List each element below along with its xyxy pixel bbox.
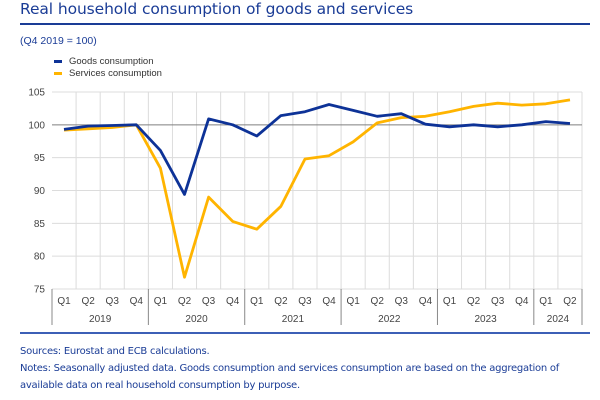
notes-text-line2: available data on real household consump…	[20, 380, 300, 391]
x-tick-label: Q2	[178, 296, 192, 307]
title-divider	[20, 23, 590, 25]
x-tick-label: Q2	[563, 296, 577, 307]
x-tick-label: Q4	[130, 296, 144, 307]
x-tick-label: Q1	[154, 296, 168, 307]
y-tick-label: 90	[34, 186, 46, 197]
x-tick-label: Q3	[491, 296, 505, 307]
y-tick-label: 105	[28, 88, 45, 99]
line-chart: 75 80 85 90 95 100 105 Q1 Q2 Q3 Q4 Q1 Q2 Q3 Q4 Q1 Q2 Q3 Q4…	[28, 88, 583, 325]
x-tick-label: Q2	[81, 296, 95, 307]
goods-consumption-line	[63, 103, 571, 196]
x-tick-label: Q3	[298, 296, 312, 307]
sources-text: Sources: Eurostat and ECB calculations.	[20, 346, 210, 357]
x-tick-label: Q1	[443, 296, 457, 307]
x-tick-label: Q4	[515, 296, 529, 307]
x-tick-label: Q2	[371, 296, 385, 307]
legend-item-goods: Goods consumption	[54, 55, 162, 67]
services-consumption-line	[63, 98, 571, 279]
x-tick-label: Q3	[106, 296, 120, 307]
legend-label-goods: Goods consumption	[69, 55, 154, 67]
y-tick-label: 80	[34, 252, 46, 263]
x-tick-label: Q2	[274, 296, 288, 307]
x-tick-label: Q2	[467, 296, 481, 307]
legend: Goods consumption Services consumption	[54, 55, 162, 79]
x-tick-label: Q1	[250, 296, 264, 307]
legend-label-services: Services consumption	[69, 67, 162, 79]
x-tick-label: Q4	[419, 296, 433, 307]
legend-swatch-goods	[54, 59, 62, 63]
chart-title: Real household consumption of goods and …	[20, 0, 414, 18]
x-tick-label: Q1	[57, 296, 71, 307]
footer-divider	[20, 332, 590, 334]
y-tick-label: 100	[28, 120, 45, 131]
x-tick-label: Q4	[322, 296, 336, 307]
x-year-label: 2023	[475, 314, 498, 325]
x-year-label: 2019	[89, 314, 112, 325]
x-year-label: 2020	[185, 314, 208, 325]
x-tick-label: Q1	[539, 296, 553, 307]
x-year-label: 2024	[547, 314, 570, 325]
legend-swatch-services	[54, 71, 62, 75]
y-tick-label: 85	[34, 219, 46, 230]
x-year-label: 2022	[378, 314, 401, 325]
legend-item-services: Services consumption	[54, 67, 162, 79]
x-tick-label: Q3	[202, 296, 216, 307]
x-tick-label: Q4	[226, 296, 240, 307]
chart-notes: Sources: Eurostat and ECB calculations. …	[20, 343, 590, 394]
y-tick-label: 75	[34, 285, 46, 296]
x-tick-label: Q3	[395, 296, 409, 307]
y-tick-label: 95	[34, 153, 46, 164]
chart-subtitle: (Q4 2019 = 100)	[20, 35, 97, 47]
x-year-label: 2021	[282, 314, 305, 325]
x-tick-label: Q1	[346, 296, 360, 307]
notes-text-line1: Notes: Seasonally adjusted data. Goods c…	[20, 363, 560, 374]
